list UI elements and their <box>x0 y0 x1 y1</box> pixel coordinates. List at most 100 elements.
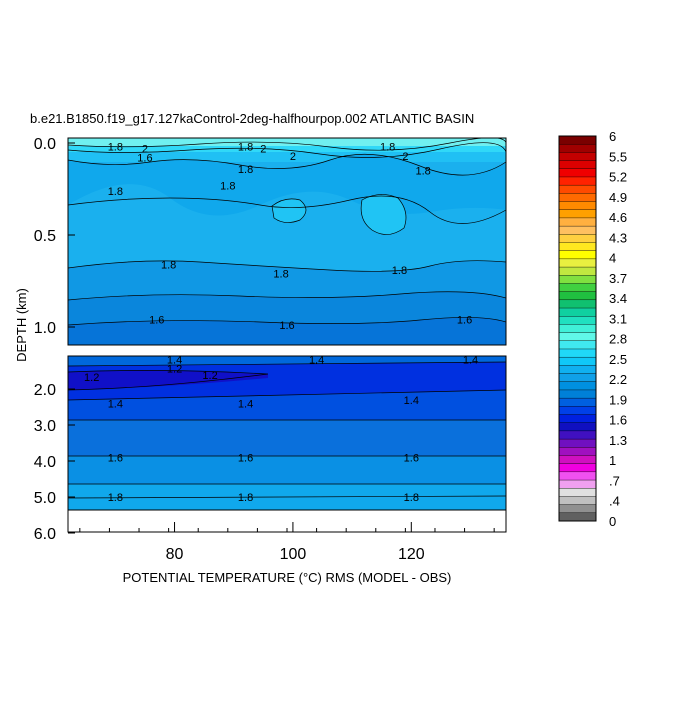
contour-label: 1.2 <box>84 372 99 384</box>
colorbar-label: 2.2 <box>609 372 627 387</box>
x-axis: 80 100 120 <box>79 522 495 563</box>
colorbar-swatch <box>558 143 597 153</box>
colorbar-swatch <box>558 225 597 235</box>
contour-label: 1.4 <box>404 395 419 407</box>
colorbar-label: 5.2 <box>609 170 627 185</box>
colorbar: 6 5.5 5.2 4.9 4.6 4.3 4 3.7 3.4 3.1 2.8 2.5 2.2 1.9 1.… <box>558 129 627 529</box>
y-tick-label: 6.0 <box>34 526 56 543</box>
colorbar-swatch <box>558 217 597 227</box>
colorbar-swatch <box>558 160 597 170</box>
colorbar-label: 2.8 <box>609 332 627 347</box>
y-tick-label: 1.0 <box>34 320 56 337</box>
colorbar-swatch <box>558 152 597 162</box>
colorbar-label: 4 <box>609 251 616 266</box>
contour-label: 1.6 <box>108 452 123 464</box>
contour-label: 1.2 <box>167 363 182 375</box>
colorbar-swatch <box>558 168 597 178</box>
contour-label: 1.2 <box>202 370 217 382</box>
contour-label: 1.6 <box>137 153 152 165</box>
lower-panel <box>68 356 506 510</box>
contour-label: 2 <box>290 151 296 163</box>
contour-label: 1.8 <box>108 142 123 154</box>
colorbar-swatch <box>558 316 597 325</box>
colorbar-swatch <box>558 381 597 391</box>
colorbar-swatch <box>558 438 597 448</box>
colorbar-swatch <box>558 373 597 383</box>
colorbar-swatch <box>558 135 597 145</box>
colorbar-label: 4.3 <box>609 230 627 245</box>
colorbar-swatch <box>558 512 597 522</box>
colorbar-swatch <box>558 406 597 416</box>
colorbar-swatch <box>558 356 597 366</box>
contour-label: 1.8 <box>392 265 407 277</box>
colorbar-label: 1.9 <box>609 392 627 407</box>
contour-label: 1.8 <box>404 492 419 504</box>
y-tick-label: 0.5 <box>34 228 56 245</box>
colorbar-swatch <box>558 299 597 309</box>
x-axis-label: POTENTIAL TEMPERATURE (°C) RMS (MODEL - … <box>123 570 452 585</box>
colorbar-swatch <box>558 496 597 506</box>
contour-label: 1.6 <box>279 320 294 332</box>
colorbar-swatch <box>558 463 597 473</box>
colorbar-swatch <box>558 275 597 284</box>
colorbar-swatch <box>558 193 597 203</box>
colorbar-swatch <box>558 504 597 514</box>
contour-label: 1.8 <box>108 492 123 504</box>
contour-label: 1.4 <box>238 398 253 410</box>
upper-panel <box>68 138 506 345</box>
contour-label: 1.4 <box>463 355 478 367</box>
contour-label: 1.8 <box>273 269 288 281</box>
y-axis-label: DEPTH (km) <box>14 288 29 362</box>
colorbar-label: 3.1 <box>609 311 627 326</box>
y-tick-label: 4.0 <box>34 454 56 471</box>
colorbar-label: 1 <box>609 453 616 468</box>
contour-labels-lower: 1.4 1.4 1.41.21.21.21.4 1.4 1.41.6 1.6 1.61.8 1… <box>84 355 478 504</box>
contour-label: 2 <box>402 151 408 163</box>
contour-label: 1.4 <box>309 355 324 367</box>
y-axis-lower: 2.0 3.0 4.0 5.0 6.0 <box>34 382 75 543</box>
colorbar-swatch <box>558 176 597 186</box>
colorbar-swatch <box>558 242 597 252</box>
colorbar-swatch <box>558 348 597 358</box>
colorbar-label: 3.7 <box>609 271 627 286</box>
colorbar-swatch <box>558 324 597 334</box>
colorbar-label: 5.5 <box>609 149 627 164</box>
colorbar-swatch <box>558 422 597 432</box>
colorbar-label: 4.9 <box>609 190 627 205</box>
colorbar-label: .7 <box>609 473 620 488</box>
contour-label: 1.4 <box>108 398 123 410</box>
y-axis-upper: 0.0 0.5 1.0 <box>34 136 75 337</box>
contour-label: 1.8 <box>220 180 235 192</box>
colorbar-swatch <box>558 283 597 293</box>
colorbar-swatch <box>558 447 597 456</box>
contour-label: 2 <box>260 144 266 156</box>
colorbar-swatch <box>558 291 597 301</box>
colorbar-swatch <box>558 414 597 424</box>
contour-labels-upper: 1.8 21.61.8 221.821.81.81.81.81.81.8 1.81.6… <box>108 142 473 332</box>
y-tick-label: 0.0 <box>34 136 56 153</box>
colorbar-frame <box>558 135 597 522</box>
contour-label: 1.8 <box>380 142 395 154</box>
colorbar-swatch <box>558 340 597 350</box>
colorbar-swatch <box>558 397 597 407</box>
x-tick-label: 120 <box>398 546 425 563</box>
colorbar-swatch <box>558 184 597 194</box>
contour-label: 1.6 <box>238 452 253 464</box>
colorbar-swatch <box>558 455 597 465</box>
y-tick-label: 2.0 <box>34 382 56 399</box>
colorbar-swatch <box>558 258 597 268</box>
colorbar-label: 6 <box>609 129 616 144</box>
y-tick-label: 5.0 <box>34 490 56 507</box>
colorbar-swatch <box>558 479 597 489</box>
colorbar-swatch <box>558 209 597 219</box>
x-tick-label: 80 <box>166 546 184 563</box>
contour-label: 1.8 <box>238 142 253 154</box>
colorbar-label: 4.6 <box>609 210 627 225</box>
colorbar-swatch <box>558 471 597 481</box>
colorbar-swatch <box>558 201 597 211</box>
colorbar-swatch <box>558 430 597 440</box>
chart-title: b.e21.B1850.f19_g17.127kaControl-2deg-ha… <box>30 111 474 126</box>
x-tick-label: 100 <box>280 546 307 563</box>
